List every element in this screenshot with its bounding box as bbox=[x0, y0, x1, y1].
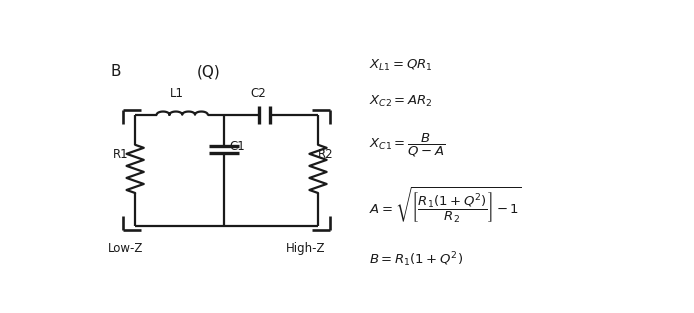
Text: $B = R_1(1 + Q^2)$: $B = R_1(1 + Q^2)$ bbox=[369, 250, 464, 269]
Text: High-Z: High-Z bbox=[286, 242, 325, 255]
Text: B: B bbox=[111, 64, 121, 79]
Text: $X_{C2} = AR_2$: $X_{C2} = AR_2$ bbox=[369, 94, 433, 109]
Text: Low-Z: Low-Z bbox=[108, 242, 144, 255]
Text: R2: R2 bbox=[318, 148, 334, 161]
Text: C1: C1 bbox=[229, 140, 245, 153]
Text: $A = \sqrt{\left[\dfrac{R_1(1+Q^2)}{R_2}\right] - 1}$: $A = \sqrt{\left[\dfrac{R_1(1+Q^2)}{R_2}… bbox=[369, 185, 522, 225]
Text: C2: C2 bbox=[251, 87, 266, 100]
Text: (Q): (Q) bbox=[197, 64, 221, 79]
Text: $X_{C1} = \dfrac{B}{Q - A}$: $X_{C1} = \dfrac{B}{Q - A}$ bbox=[369, 132, 446, 159]
Text: L1: L1 bbox=[170, 87, 184, 100]
Text: R1: R1 bbox=[112, 148, 128, 161]
Text: $X_{L1} = QR_1$: $X_{L1} = QR_1$ bbox=[369, 58, 433, 73]
